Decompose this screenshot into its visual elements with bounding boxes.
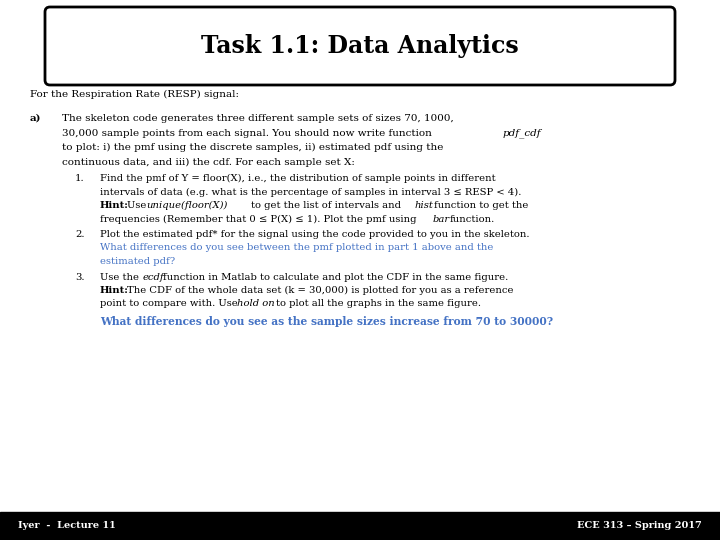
Text: point to compare with. Use: point to compare with. Use — [100, 300, 241, 308]
Text: hold on: hold on — [237, 300, 275, 308]
Text: What differences do you see between the pmf plotted in part 1 above and the: What differences do you see between the … — [100, 244, 493, 253]
Text: Use: Use — [127, 201, 150, 210]
Text: For the Respiration Rate (RESP) signal:: For the Respiration Rate (RESP) signal: — [30, 90, 239, 99]
Text: intervals of data (e.g. what is the percentage of samples in interval 3 ≤ RESP <: intervals of data (e.g. what is the perc… — [100, 187, 521, 197]
Text: frequencies (Remember that 0 ≤ P(X) ≤ 1). Plot the pmf using: frequencies (Remember that 0 ≤ P(X) ≤ 1)… — [100, 214, 420, 224]
Text: to plot: i) the pmf using the discrete samples, ii) estimated pdf using the: to plot: i) the pmf using the discrete s… — [62, 143, 444, 152]
Text: What differences do you see as the sample sizes increase from 70 to 30000?: What differences do you see as the sampl… — [100, 316, 553, 327]
Text: estimated pdf?: estimated pdf? — [100, 257, 175, 266]
Text: ecdf: ecdf — [143, 273, 165, 281]
Text: The skeleton code generates three different sample sets of sizes 70, 1000,: The skeleton code generates three differ… — [62, 114, 454, 123]
Text: to get the list of intervals and: to get the list of intervals and — [251, 201, 404, 210]
Text: Find the pmf of Y = floor(X), i.e., the distribution of sample points in differe: Find the pmf of Y = floor(X), i.e., the … — [100, 174, 495, 183]
Text: Use the: Use the — [100, 273, 142, 281]
Text: Iyer  -  Lecture 11: Iyer - Lecture 11 — [18, 522, 116, 530]
Text: The CDF of the whole data set (k = 30,000) is plotted for you as a reference: The CDF of the whole data set (k = 30,00… — [127, 286, 513, 295]
Text: Task 1.1: Data Analytics: Task 1.1: Data Analytics — [201, 34, 519, 58]
Text: to plot all the graphs in the same figure.: to plot all the graphs in the same figur… — [276, 300, 481, 308]
Text: pdf_cdf: pdf_cdf — [503, 129, 541, 138]
Text: Plot the estimated pdf* for the signal using the code provided to you in the ske: Plot the estimated pdf* for the signal u… — [100, 230, 529, 239]
Text: Hint:: Hint: — [100, 201, 129, 210]
Text: function to get the: function to get the — [434, 201, 528, 210]
Text: 30,000 sample points from each signal. You should now write function: 30,000 sample points from each signal. Y… — [62, 129, 435, 138]
Text: function.: function. — [450, 214, 495, 224]
Text: continuous data, and iii) the cdf. For each sample set X:: continuous data, and iii) the cdf. For e… — [62, 158, 355, 167]
FancyBboxPatch shape — [45, 7, 675, 85]
Bar — [0, 512, 720, 540]
Text: a): a) — [30, 114, 42, 123]
Text: 2.: 2. — [75, 230, 84, 239]
Text: Hint:: Hint: — [100, 286, 129, 295]
Text: ECE 313 – Spring 2017: ECE 313 – Spring 2017 — [577, 522, 702, 530]
Text: 1.: 1. — [75, 174, 85, 183]
Text: hist: hist — [415, 201, 434, 210]
Text: 3.: 3. — [75, 273, 84, 281]
Text: unique(floor(X)): unique(floor(X)) — [146, 201, 228, 210]
Text: bar: bar — [433, 214, 450, 224]
Text: function in Matlab to calculate and plot the CDF in the same figure.: function in Matlab to calculate and plot… — [163, 273, 508, 281]
